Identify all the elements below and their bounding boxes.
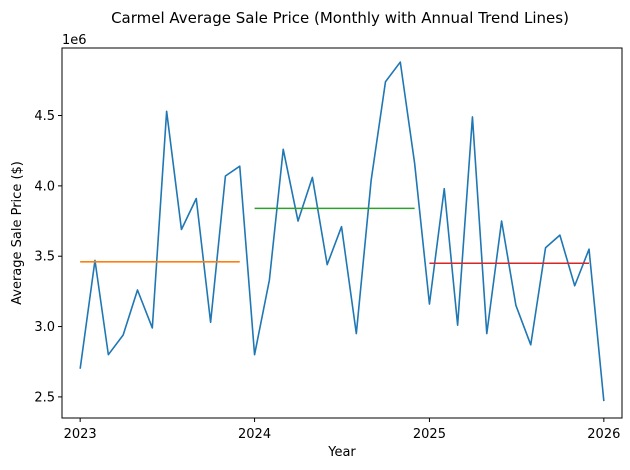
x-tick-label: 2024 (238, 427, 271, 442)
y-tick-label: 3.0 (34, 320, 55, 335)
x-tick-label: 2026 (587, 427, 620, 442)
y-axis: 2.5 3.0 3.5 4.0 4.5 (34, 109, 62, 405)
y-tick-label: 4.5 (34, 109, 55, 124)
plot-frame (61, 47, 623, 419)
series-line-0 (79, 61, 605, 402)
chart-title: Carmel Average Sale Price (Monthly with … (111, 9, 569, 27)
y-multiplier-label: 1e6 (62, 33, 87, 48)
x-axis-label: Year (327, 445, 356, 460)
x-tick-label: 2023 (64, 427, 97, 442)
y-tick-label: 2.5 (34, 390, 55, 405)
y-tick-label: 3.5 (34, 250, 55, 265)
plot-area (79, 61, 605, 402)
x-tick-label: 2025 (413, 427, 446, 442)
x-axis: 2023 2024 2025 2026 (64, 418, 620, 442)
y-axis-label: Average Sale Price ($) (10, 161, 25, 305)
y-tick-label: 4.0 (34, 179, 55, 194)
